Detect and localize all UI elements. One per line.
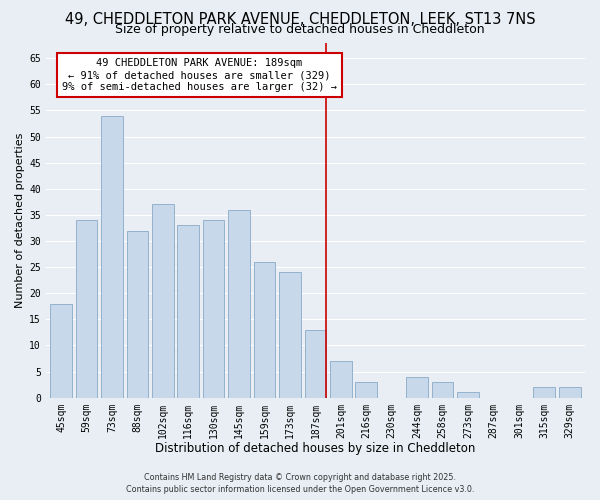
Text: Contains HM Land Registry data © Crown copyright and database right 2025.
Contai: Contains HM Land Registry data © Crown c… bbox=[126, 472, 474, 494]
Bar bbox=[228, 210, 250, 398]
Bar bbox=[457, 392, 479, 398]
Text: 49 CHEDDLETON PARK AVENUE: 189sqm
← 91% of detached houses are smaller (329)
9% : 49 CHEDDLETON PARK AVENUE: 189sqm ← 91% … bbox=[62, 58, 337, 92]
Text: 49, CHEDDLETON PARK AVENUE, CHEDDLETON, LEEK, ST13 7NS: 49, CHEDDLETON PARK AVENUE, CHEDDLETON, … bbox=[65, 12, 535, 28]
Y-axis label: Number of detached properties: Number of detached properties bbox=[15, 132, 25, 308]
Bar bbox=[279, 272, 301, 398]
Bar bbox=[254, 262, 275, 398]
Bar bbox=[50, 304, 72, 398]
Bar bbox=[203, 220, 224, 398]
Bar bbox=[152, 204, 173, 398]
Bar bbox=[178, 226, 199, 398]
Text: Size of property relative to detached houses in Cheddleton: Size of property relative to detached ho… bbox=[115, 22, 485, 36]
Bar bbox=[127, 230, 148, 398]
Bar bbox=[305, 330, 326, 398]
Bar bbox=[101, 116, 123, 398]
Bar bbox=[76, 220, 97, 398]
Bar bbox=[406, 377, 428, 398]
X-axis label: Distribution of detached houses by size in Cheddleton: Distribution of detached houses by size … bbox=[155, 442, 476, 455]
Bar bbox=[330, 361, 352, 398]
Bar bbox=[432, 382, 454, 398]
Bar bbox=[533, 388, 555, 398]
Bar bbox=[559, 388, 581, 398]
Bar bbox=[355, 382, 377, 398]
